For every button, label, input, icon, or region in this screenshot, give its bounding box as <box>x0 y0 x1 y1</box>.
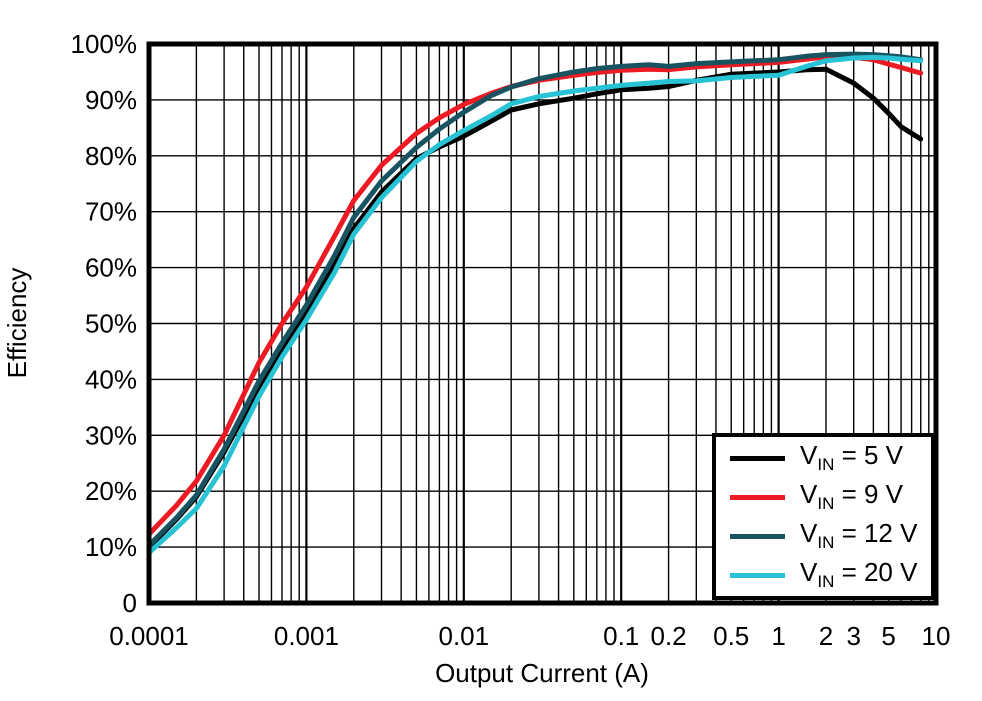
x-tick-label-0.01: 0.01 <box>438 621 489 651</box>
curve-vin-5v <box>149 66 924 550</box>
x-axis-title: Output Current (A) <box>435 658 649 688</box>
curve-vin-12v <box>149 51 924 548</box>
x-tick-label-5: 5 <box>881 621 895 651</box>
legend-swatch-vin-5v <box>730 455 785 461</box>
x-tick-label-3: 3 <box>846 621 860 651</box>
legend-label-vin-20v: VIN = 20 V <box>800 557 918 592</box>
legend-item-vin-9v: VIN = 9 V <box>730 479 931 514</box>
legend-item-vin-12v: VIN = 12 V <box>730 518 931 553</box>
y-tick-label-90%: 90% <box>85 85 137 115</box>
y-tick-label-30%: 30% <box>85 420 137 450</box>
y-tick-label-80%: 80% <box>85 141 137 171</box>
x-tick-label-0.0001: 0.0001 <box>109 621 189 651</box>
y-axis-title: Efficiency <box>2 268 32 379</box>
y-tick-label-0: 0 <box>123 588 137 618</box>
legend-label-vin-9v: VIN = 9 V <box>800 479 903 514</box>
plot-border <box>146 41 939 606</box>
y-tick-label-20%: 20% <box>85 476 137 506</box>
y-tick-label-60%: 60% <box>85 253 137 283</box>
x-tick-label-0.5: 0.5 <box>713 621 749 651</box>
legend-swatch-vin-9v <box>730 494 785 500</box>
legend-swatch-vin-20v <box>730 572 785 578</box>
legend-item-vin-20v: VIN = 20 V <box>730 557 931 592</box>
y-axis-tick-labels: 0 10% 20% 30% 40% 50% 60% 70% 80% 90% 100% <box>71 29 138 618</box>
curve-vin-20v <box>149 54 924 556</box>
x-tick-label-2: 2 <box>819 621 833 651</box>
series-curves <box>149 51 924 556</box>
x-tick-label-0.1: 0.1 <box>603 621 639 651</box>
legend-label-vin-12v: VIN = 12 V <box>800 518 918 553</box>
legend-item-vin-5v: VIN = 5 V <box>730 440 931 475</box>
x-axis-tick-labels: 0.0001 0.001 0.01 0.1 0.2 0.5 1 2 3 5 10 <box>109 621 950 651</box>
y-tick-label-70%: 70% <box>85 197 137 227</box>
y-tick-label-10%: 10% <box>85 532 137 562</box>
x-tick-label-10: 10 <box>922 621 951 651</box>
legend-swatch-vin-12v <box>730 533 785 539</box>
y-tick-label-100%: 100% <box>71 29 138 59</box>
y-tick-label-50%: 50% <box>85 309 137 339</box>
x-tick-label-0.2: 0.2 <box>651 621 687 651</box>
legend-label-vin-5v: VIN = 5 V <box>800 440 903 475</box>
legend: VIN = 5 V VIN = 9 V VIN = 12 V VIN = 20 V <box>712 433 935 600</box>
x-tick-label-1: 1 <box>771 621 785 651</box>
y-tick-label-40%: 40% <box>85 364 137 394</box>
x-tick-label-0.001: 0.001 <box>274 621 339 651</box>
